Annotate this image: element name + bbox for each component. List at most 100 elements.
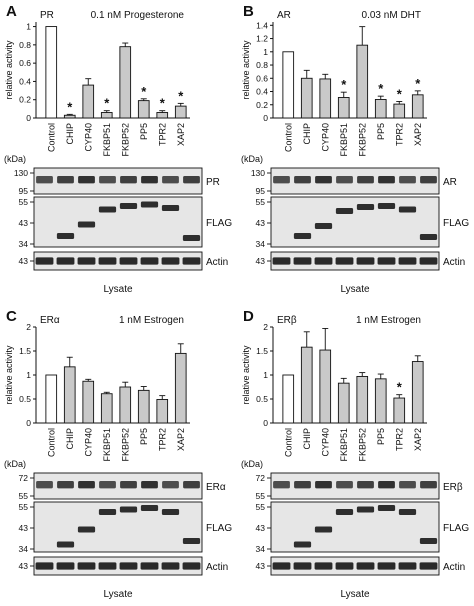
blot-band <box>293 562 312 570</box>
blot-band <box>398 257 417 265</box>
x-tick-label: FKBP51 <box>339 428 349 462</box>
blot-band <box>141 176 158 184</box>
blot-band <box>182 538 201 544</box>
blot-band <box>98 257 117 265</box>
lysate-label: Lysate <box>340 284 370 295</box>
bar-fkbp52 <box>119 46 132 119</box>
x-tick-label: FKBP52 <box>357 123 367 157</box>
y-tick-label: 2 <box>26 322 31 332</box>
lysate-label: Lysate <box>340 589 370 600</box>
x-tick-label: TPR2 <box>394 123 404 146</box>
blot-band <box>120 481 137 489</box>
marker-label: 34 <box>256 239 266 249</box>
x-tick-label: FKBP51 <box>102 123 112 157</box>
blot-band <box>182 235 201 241</box>
blot-band <box>294 481 311 489</box>
marker-label: 34 <box>19 239 29 249</box>
bar-chip <box>63 114 76 119</box>
blot-band <box>420 481 437 489</box>
x-tick-label: TPR2 <box>157 123 167 146</box>
blot-band <box>335 208 354 214</box>
blot-band <box>420 176 437 184</box>
blot-band <box>398 509 417 515</box>
significance-star: * <box>160 96 166 111</box>
blot-band <box>35 562 54 570</box>
blot-band <box>35 257 54 265</box>
blot-band <box>315 481 332 489</box>
blot-band <box>183 481 200 489</box>
treatment-label: 0.03 nM DHT <box>362 10 421 21</box>
blot-label: Actin <box>206 562 228 573</box>
marker-label: 43 <box>19 218 29 228</box>
panel-letter: B <box>243 3 254 20</box>
blot-band <box>161 562 180 570</box>
x-tick-label: TPR2 <box>394 428 404 451</box>
marker-label: 43 <box>256 523 266 533</box>
kda-label: (kDa) <box>4 154 26 164</box>
kda-label: (kDa) <box>241 459 263 469</box>
x-tick-label: XAP2 <box>413 428 423 451</box>
bar-cyp40 <box>319 78 332 119</box>
x-tick-label: Control <box>46 428 56 457</box>
blot-band <box>141 481 158 489</box>
panel-b: B AR 0.03 nM DHT relative activity 0 0.2 0.4 0.… <box>241 3 469 295</box>
blot-band <box>36 176 53 184</box>
blot-band <box>294 176 311 184</box>
marker-label: 43 <box>256 218 266 228</box>
bar-xap2 <box>411 94 424 119</box>
significance-star: * <box>415 76 421 91</box>
lysate-label: Lysate <box>103 589 133 600</box>
blot-label: Actin <box>443 562 465 573</box>
x-tick-label: CHIP <box>65 428 75 450</box>
y-tick-label: 1.2 <box>256 34 268 44</box>
bar-fkbp52 <box>119 386 132 424</box>
significance-star: * <box>104 96 110 111</box>
blot-band <box>419 562 438 570</box>
blot-label: ERβ <box>443 482 463 493</box>
blot-band <box>377 257 396 265</box>
bar-pp5 <box>374 99 387 119</box>
bar-cyp40 <box>82 84 95 119</box>
blot-band <box>314 562 333 570</box>
marker-label: 55 <box>19 502 29 512</box>
bar-chip <box>63 366 76 424</box>
blot-band <box>335 562 354 570</box>
blot-band <box>140 257 159 265</box>
bar-chip <box>300 346 313 424</box>
y-axis-label: relative activity <box>4 345 14 405</box>
x-tick-label: Control <box>283 428 293 457</box>
blot-label: FLAG <box>206 523 232 534</box>
blot-band <box>356 257 375 265</box>
blot-band <box>98 509 117 515</box>
x-tick-label: CHIP <box>302 428 312 450</box>
blot-band <box>356 204 375 210</box>
blot-band <box>336 481 353 489</box>
y-tick-label: 0 <box>263 113 268 123</box>
bar-pp5 <box>374 378 387 424</box>
y-tick-label: 1.5 <box>256 346 268 356</box>
y-tick-label: 0.2 <box>256 100 268 110</box>
blot-band <box>99 176 116 184</box>
blot-band <box>377 505 396 511</box>
blot-band <box>182 257 201 265</box>
blot-band <box>293 257 312 265</box>
blot-band <box>357 176 374 184</box>
blot-band <box>314 526 333 533</box>
blot-band <box>56 233 75 239</box>
y-tick-label: 0.8 <box>256 60 268 70</box>
blot-band <box>419 257 438 265</box>
y-tick-label: 0.5 <box>256 394 268 404</box>
blot-label: Actin <box>206 257 228 268</box>
blot-band <box>357 481 374 489</box>
x-tick-label: FKBP51 <box>102 428 112 462</box>
x-tick-label: PP5 <box>376 123 386 140</box>
marker-label: 95 <box>256 186 266 196</box>
blot-band <box>57 176 74 184</box>
y-tick-label: 0.5 <box>19 394 31 404</box>
x-tick-label: CYP40 <box>320 123 330 152</box>
marker-label: 34 <box>19 544 29 554</box>
blot-band <box>356 562 375 570</box>
blot-band <box>77 221 96 228</box>
x-tick-label: Control <box>283 123 293 152</box>
